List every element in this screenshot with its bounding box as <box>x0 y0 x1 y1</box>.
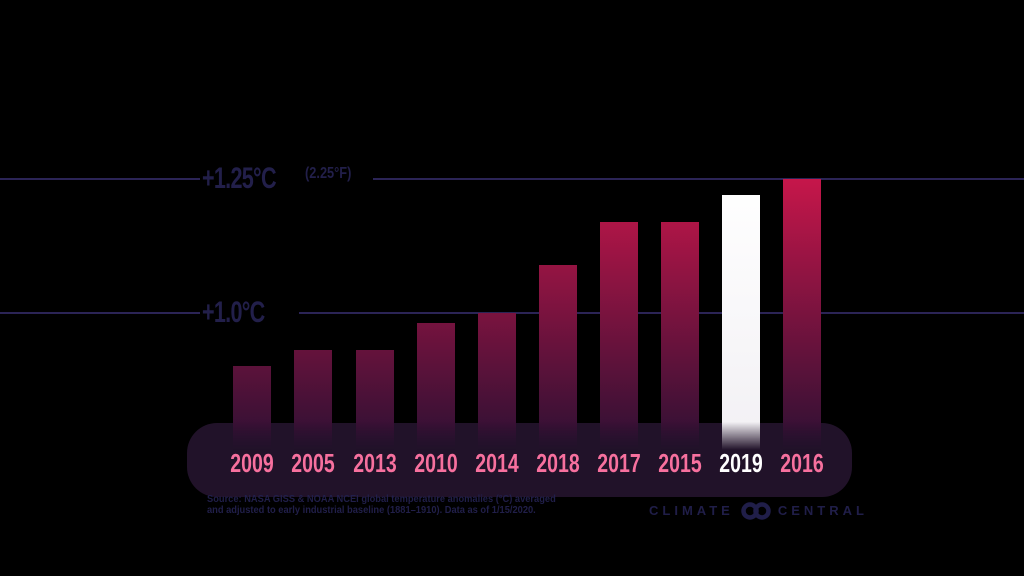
gridline-1-25c <box>0 178 1024 180</box>
axis-label-1-0c: +1.0°C <box>200 298 299 328</box>
logo-text-climate: CLIMATE <box>649 503 734 518</box>
axis-label-celsius: +1.25°C <box>202 162 277 195</box>
year-label-2005: 2005 <box>291 448 335 478</box>
axis-label-fahrenheit: (2.25°F) <box>304 165 351 182</box>
year-label-2009: 2009 <box>230 448 274 478</box>
bar-2010 <box>417 323 455 450</box>
bar-2017 <box>600 222 638 450</box>
year-label-2015: 2015 <box>658 448 702 478</box>
bar-2009 <box>233 366 271 450</box>
logo-text-central: CENTRAL <box>777 503 868 518</box>
year-label-2018: 2018 <box>536 448 580 478</box>
bar-2005 <box>294 350 332 450</box>
source-line-1: Source: NASA GISS & NOAA NCEI global tem… <box>207 494 556 505</box>
year-label-2014: 2014 <box>475 448 519 478</box>
bar-2015 <box>661 222 699 450</box>
source-line-2: and adjusted to early industrial baselin… <box>207 504 536 516</box>
axis-label-1-25c: +1.25°C (2.25°F) <box>200 164 373 194</box>
year-label-2013: 2013 <box>353 448 397 478</box>
climate-central-rings-icon <box>739 501 773 521</box>
year-label-2017: 2017 <box>597 448 641 478</box>
bar-2018 <box>539 265 577 450</box>
bar-2014 <box>478 313 516 450</box>
axis-label-celsius: +1.0°C <box>202 296 265 329</box>
year-label-2019: 2019 <box>719 448 763 478</box>
bar-2013 <box>356 350 394 450</box>
bar-2016 <box>783 179 821 450</box>
climate-central-logo: CLIMATE CENTRAL <box>649 501 868 521</box>
year-label-2010: 2010 <box>414 448 458 478</box>
source-attribution: Source: NASA GISS & NOAA NCEI global tem… <box>207 494 556 516</box>
year-label-2016: 2016 <box>780 448 824 478</box>
bar-2019 <box>722 195 760 450</box>
